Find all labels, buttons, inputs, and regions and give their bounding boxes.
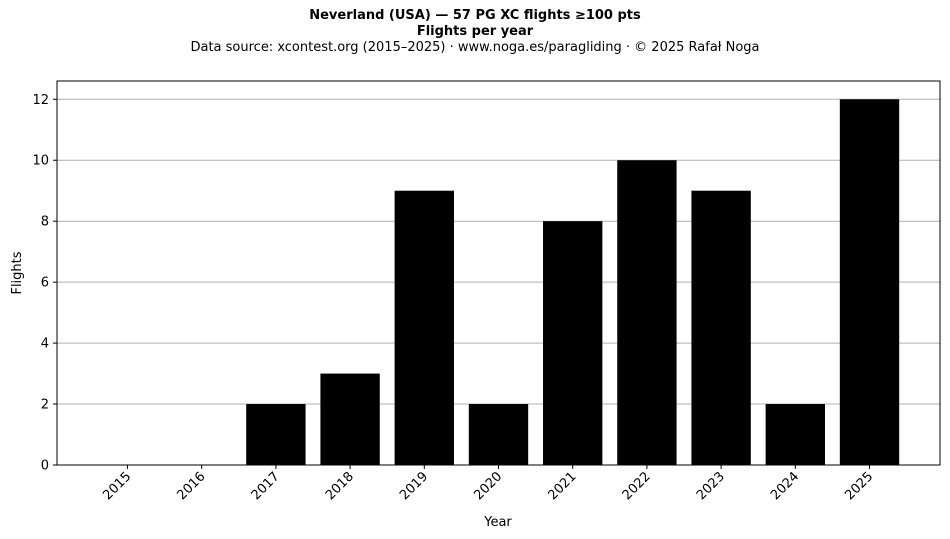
x-tick-label: 2024	[768, 469, 802, 503]
bar-2024	[765, 404, 825, 465]
x-tick-label: 2019	[397, 469, 431, 503]
y-axis-label: Flights	[10, 251, 25, 294]
bar-2017	[246, 404, 306, 465]
x-tick-label: 2023	[694, 469, 728, 503]
bar-2018	[320, 373, 380, 465]
x-tick-label: 2021	[546, 469, 580, 503]
chart-title: Neverland (USA) — 57 PG XC flights ≥100 …	[309, 8, 641, 23]
x-axis-ticks: 2015 2016 2017 2018 2019 2020 2021 2022 2023 2024…	[100, 465, 876, 503]
y-axis-ticks: 0 2 4 6 8 10 12	[32, 93, 57, 474]
x-tick-label: 2022	[620, 469, 654, 503]
chart-subtitle: Flights per year	[416, 24, 534, 39]
y-tick-label: 10	[32, 154, 49, 169]
x-tick-label: 2020	[471, 469, 505, 503]
bar-2021	[543, 221, 603, 465]
y-tick-label: 4	[41, 337, 49, 352]
y-tick-label: 0	[41, 459, 49, 474]
x-tick-label: 2018	[323, 469, 357, 503]
bar-2019	[394, 190, 454, 465]
x-tick-label: 2017	[249, 469, 283, 503]
x-axis-label: Year	[483, 515, 512, 530]
bar-2025	[839, 99, 900, 466]
y-tick-label: 8	[41, 215, 49, 230]
x-tick-label: 2016	[175, 469, 209, 503]
y-tick-label: 6	[41, 276, 49, 291]
y-tick-label: 12	[32, 93, 49, 108]
bar-2020	[468, 404, 529, 465]
bar-2023	[691, 190, 751, 465]
y-tick-label: 2	[41, 398, 49, 413]
chart-title-block: Neverland (USA) — 57 PG XC flights ≥100 …	[0, 8, 950, 56]
chart-source-note: Data source: xcontest.org (2015–2025) · …	[190, 40, 760, 55]
bar-2022	[617, 160, 677, 465]
bars	[246, 99, 900, 466]
x-tick-label: 2025	[842, 469, 876, 503]
x-tick-label: 2015	[100, 469, 134, 503]
